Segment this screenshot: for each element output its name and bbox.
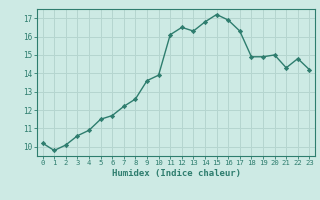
X-axis label: Humidex (Indice chaleur): Humidex (Indice chaleur) xyxy=(111,169,241,178)
